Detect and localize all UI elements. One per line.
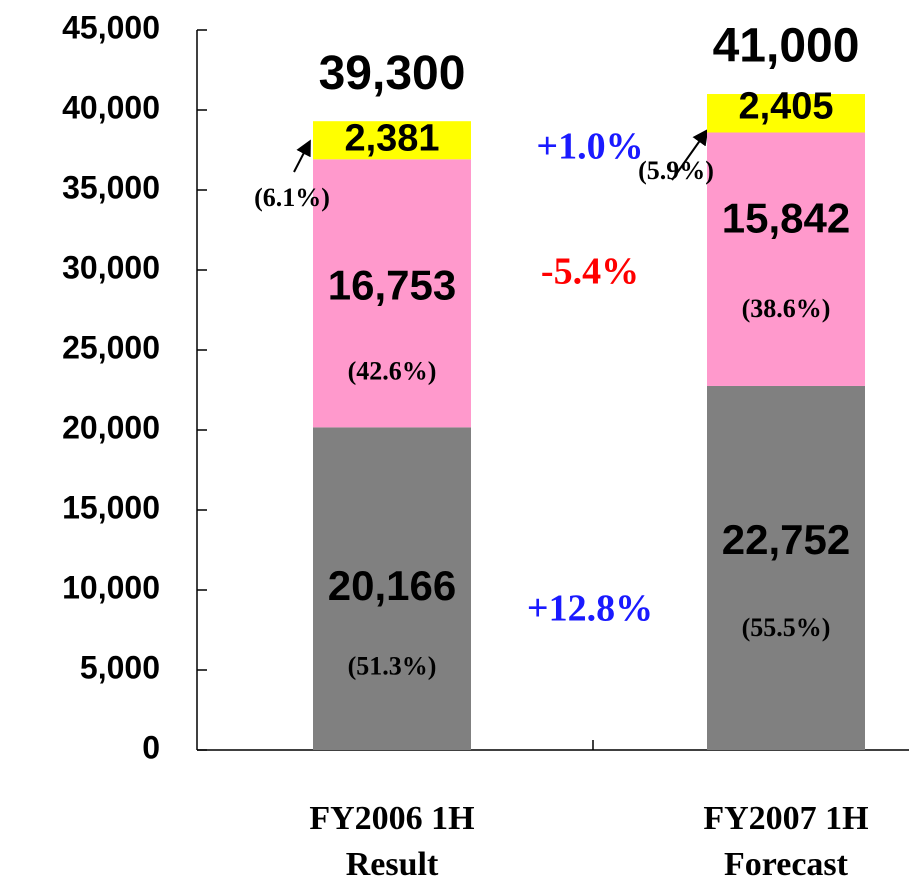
change-label: +1.0% — [536, 126, 643, 168]
y-tick-label: 10,000 — [62, 569, 160, 605]
arrow — [671, 128, 709, 181]
y-tick-label: 30,000 — [62, 249, 160, 285]
x-tick-label: FY2006 1H Result — [309, 800, 475, 883]
bar-segment — [707, 132, 865, 386]
bar-segment — [313, 427, 471, 750]
total-label: 41,000 — [713, 20, 860, 73]
y-tick-label: 0 — [142, 729, 160, 765]
value-label: 20,166 — [328, 562, 456, 609]
y-tick-label: 45,000 — [62, 9, 160, 45]
y-tick-label: 15,000 — [62, 489, 160, 525]
bar-segment — [707, 94, 865, 133]
total-label: 39,300 — [319, 47, 466, 100]
arrow — [293, 139, 311, 173]
value-label: 16,753 — [328, 261, 456, 308]
share-label: (38.6%) — [742, 294, 831, 323]
y-tick-label: 35,000 — [62, 169, 160, 205]
share-label: (5.9%) — [638, 156, 714, 185]
y-tick-label: 40,000 — [62, 89, 160, 125]
value-label: 15,842 — [722, 194, 850, 241]
share-label: (55.5%) — [742, 613, 831, 642]
share-label: (42.6%) — [348, 356, 437, 385]
value-label: 2,405 — [738, 85, 833, 127]
x-tick-label: FY2007 1H Forecast — [703, 800, 869, 883]
value-label: 22,752 — [722, 516, 850, 563]
y-tick-label: 25,000 — [62, 329, 160, 365]
change-label: +12.8% — [527, 588, 653, 630]
share-label: (6.1%) — [254, 183, 330, 212]
y-tick-label: 20,000 — [62, 409, 160, 445]
y-tick-label: 5,000 — [80, 649, 160, 685]
change-label: -5.4% — [541, 251, 639, 293]
bar-segment — [313, 159, 471, 428]
share-label: (51.3%) — [348, 652, 437, 681]
bar-segment — [707, 385, 865, 750]
value-label: 2,381 — [344, 117, 439, 159]
bar-segment — [313, 121, 471, 160]
